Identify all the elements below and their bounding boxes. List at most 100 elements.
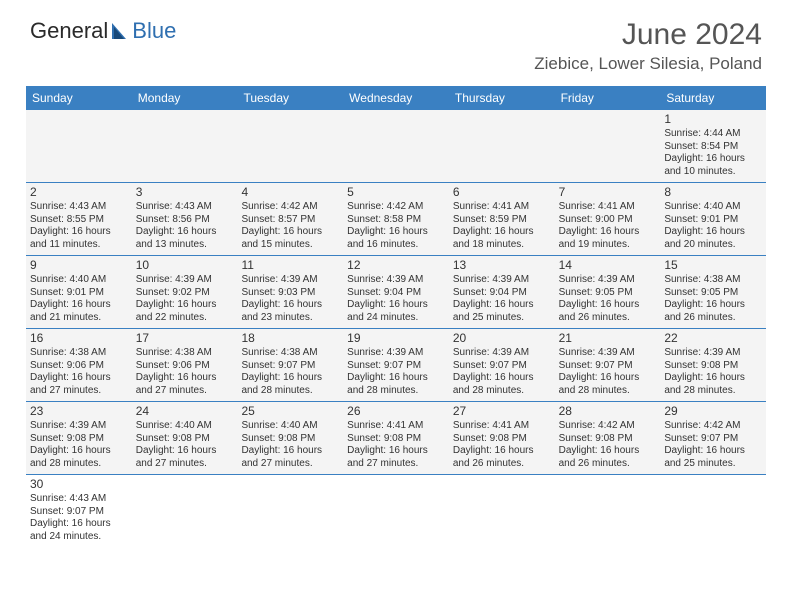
sunrise-text: Sunrise: 4:39 AM	[347, 274, 445, 287]
sunset-text: Sunset: 8:54 PM	[664, 141, 762, 154]
daylight-text-1: Daylight: 16 hours	[559, 299, 657, 312]
daylight-text-1: Daylight: 16 hours	[453, 226, 551, 239]
day-header-cell: Wednesday	[343, 86, 449, 110]
daylight-text-1: Daylight: 16 hours	[453, 299, 551, 312]
logo-text-2: Blue	[132, 18, 176, 44]
week-row: 23Sunrise: 4:39 AM Sunset: 9:08 PM Dayligh…	[26, 402, 766, 475]
daylight-text-1: Daylight: 16 hours	[559, 445, 657, 458]
sunrise-text: Sunrise: 4:41 AM	[559, 201, 657, 214]
daylight-text-1: Daylight: 16 hours	[559, 226, 657, 239]
day-header-cell: Sunday	[26, 86, 132, 110]
calendar-cell: 20Sunrise: 4:39 AMSunset: 9:07 PMDayligh…	[449, 329, 555, 401]
sunset-text: Sunset: 9:07 PM	[241, 360, 339, 373]
sunrise-text: Sunrise: 4:40 AM	[241, 420, 339, 433]
daylight-text-1: Daylight: 16 hours	[453, 372, 551, 385]
sunset-text: Sunset: 9:08 PM	[347, 433, 445, 446]
sunrise-text: Sunrise: 4:41 AM	[347, 420, 445, 433]
day-number: 4	[241, 185, 339, 200]
calendar-cell-empty	[26, 110, 132, 182]
day-header-cell: Friday	[555, 86, 661, 110]
sunset-text: Sunset: 9:06 PM	[30, 360, 128, 373]
sunset-text: Sunset: 9:05 PM	[664, 287, 762, 300]
week-row: 9Sunrise: 4:40 AMSunset: 9:01 PMDaylight…	[26, 256, 766, 329]
day-header-cell: Monday	[132, 86, 238, 110]
calendar-cell: 11Sunrise: 4:39 AMSunset: 9:03 PMDayligh…	[237, 256, 343, 328]
header: General Blue June 2024 Ziebice, Lower Si…	[0, 0, 792, 78]
daylight-text-2: and 27 minutes.	[136, 458, 234, 471]
sunrise-text: Sunrise: 4:44 AM	[664, 128, 762, 141]
daylight-text-2: and 27 minutes.	[347, 458, 445, 471]
sunset-text: Sunset: 9:06 PM	[136, 360, 234, 373]
calendar-cell: 15Sunrise: 4:38 AMSunset: 9:05 PMDayligh…	[660, 256, 766, 328]
sunrise-text: Sunrise: 4:41 AM	[453, 420, 551, 433]
calendar-cell: 5Sunrise: 4:42 AMSunset: 8:58 PMDaylight…	[343, 183, 449, 255]
daylight-text-1: Daylight: 16 hours	[664, 153, 762, 166]
daylight-text-2: and 27 minutes.	[30, 385, 128, 398]
day-header-row: SundayMondayTuesdayWednesdayThursdayFrid…	[26, 86, 766, 110]
sunset-text: Sunset: 9:03 PM	[241, 287, 339, 300]
day-number: 19	[347, 331, 445, 346]
daylight-text-2: and 28 minutes.	[241, 385, 339, 398]
week-row: 30Sunrise: 4:43 AMSunset: 9:07 PMDayligh…	[26, 475, 766, 547]
daylight-text-2: and 22 minutes.	[136, 312, 234, 325]
sunset-text: Sunset: 9:07 PM	[347, 360, 445, 373]
sunrise-text: Sunrise: 4:40 AM	[664, 201, 762, 214]
calendar-cell-empty	[449, 475, 555, 547]
title-block: June 2024 Ziebice, Lower Silesia, Poland	[534, 18, 762, 74]
daylight-text-2: and 10 minutes.	[664, 166, 762, 179]
week-row: 1Sunrise: 4:44 AMSunset: 8:54 PMDaylight…	[26, 110, 766, 183]
daylight-text-1: Daylight: 16 hours	[241, 299, 339, 312]
daylight-text-2: and 24 minutes.	[347, 312, 445, 325]
week-row: 16Sunrise: 4:38 AMSunset: 9:06 PMDayligh…	[26, 329, 766, 402]
day-number: 13	[453, 258, 551, 273]
calendar-cell: 14Sunrise: 4:39 AMSunset: 9:05 PMDayligh…	[555, 256, 661, 328]
sunset-text: Sunset: 9:07 PM	[559, 360, 657, 373]
calendar-cell: 21Sunrise: 4:39 AMSunset: 9:07 PMDayligh…	[555, 329, 661, 401]
logo-text-1: General	[30, 18, 108, 44]
sunrise-text: Sunrise: 4:39 AM	[136, 274, 234, 287]
sunrise-text: Sunrise: 4:43 AM	[30, 493, 128, 506]
calendar-cell-empty	[660, 475, 766, 547]
sunrise-text: Sunrise: 4:40 AM	[136, 420, 234, 433]
daylight-text-2: and 11 minutes.	[30, 239, 128, 252]
day-number: 7	[559, 185, 657, 200]
calendar-cell: 2Sunrise: 4:43 AMSunset: 8:55 PMDaylight…	[26, 183, 132, 255]
day-number: 20	[453, 331, 551, 346]
daylight-text-1: Daylight: 16 hours	[664, 299, 762, 312]
day-number: 1	[664, 112, 762, 127]
daylight-text-1: Daylight: 16 hours	[664, 372, 762, 385]
day-header-cell: Saturday	[660, 86, 766, 110]
calendar-cell: 7Sunrise: 4:41 AMSunset: 9:00 PMDaylight…	[555, 183, 661, 255]
calendar-cell: 8Sunrise: 4:40 AMSunset: 9:01 PMDaylight…	[660, 183, 766, 255]
daylight-text-1: Daylight: 16 hours	[136, 445, 234, 458]
calendar-cell-empty	[237, 110, 343, 182]
daylight-text-1: Daylight: 16 hours	[559, 372, 657, 385]
calendar-cell: 9Sunrise: 4:40 AMSunset: 9:01 PMDaylight…	[26, 256, 132, 328]
day-number: 26	[347, 404, 445, 419]
calendar-cell: 17Sunrise: 4:38 AMSunset: 9:06 PMDayligh…	[132, 329, 238, 401]
week-row: 2Sunrise: 4:43 AMSunset: 8:55 PMDaylight…	[26, 183, 766, 256]
daylight-text-1: Daylight: 16 hours	[664, 445, 762, 458]
daylight-text-2: and 13 minutes.	[136, 239, 234, 252]
daylight-text-2: and 28 minutes.	[347, 385, 445, 398]
calendar-cell: 19Sunrise: 4:39 AMSunset: 9:07 PMDayligh…	[343, 329, 449, 401]
day-number: 28	[559, 404, 657, 419]
daylight-text-1: Daylight: 16 hours	[347, 299, 445, 312]
calendar-cell: 16Sunrise: 4:38 AMSunset: 9:06 PMDayligh…	[26, 329, 132, 401]
sunrise-text: Sunrise: 4:39 AM	[30, 420, 128, 433]
day-number: 10	[136, 258, 234, 273]
calendar-cell: 22Sunrise: 4:39 AMSunset: 9:08 PMDayligh…	[660, 329, 766, 401]
day-number: 30	[30, 477, 128, 492]
calendar-cell-empty	[132, 475, 238, 547]
sunset-text: Sunset: 8:55 PM	[30, 214, 128, 227]
sunset-text: Sunset: 9:05 PM	[559, 287, 657, 300]
sunrise-text: Sunrise: 4:39 AM	[664, 347, 762, 360]
day-number: 29	[664, 404, 762, 419]
sunset-text: Sunset: 9:01 PM	[664, 214, 762, 227]
daylight-text-1: Daylight: 16 hours	[241, 226, 339, 239]
day-number: 2	[30, 185, 128, 200]
sunset-text: Sunset: 8:59 PM	[453, 214, 551, 227]
sunrise-text: Sunrise: 4:38 AM	[136, 347, 234, 360]
day-number: 23	[30, 404, 128, 419]
daylight-text-1: Daylight: 16 hours	[664, 226, 762, 239]
